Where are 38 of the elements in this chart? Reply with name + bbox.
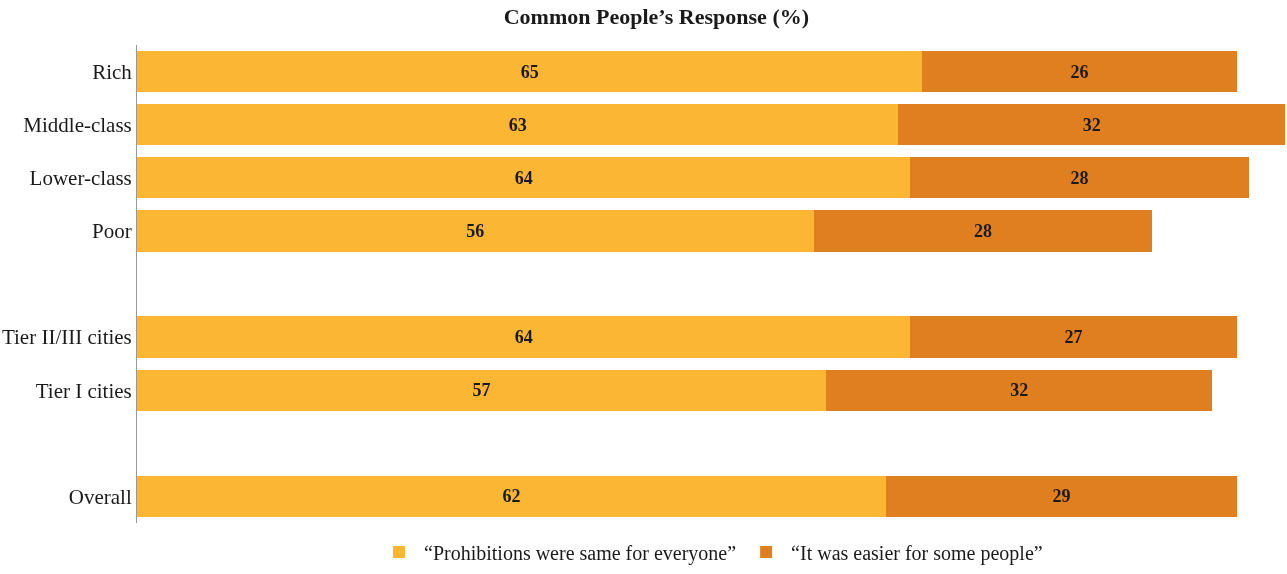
y-tick-label: Lower-class xyxy=(29,166,132,191)
bar xyxy=(137,103,899,146)
data-label: 57 xyxy=(472,380,491,401)
bar xyxy=(137,316,911,358)
data-label: 65 xyxy=(520,61,539,82)
data-label: 27 xyxy=(1064,327,1083,348)
bar xyxy=(898,103,1285,146)
legend-label: “It was easier for some people” xyxy=(791,541,1043,565)
bar xyxy=(825,369,1213,411)
data-label: 28 xyxy=(1070,167,1089,188)
bar xyxy=(137,210,814,252)
bar xyxy=(137,475,887,518)
bar xyxy=(922,50,1237,93)
bar xyxy=(813,210,1153,252)
data-label: 64 xyxy=(514,167,533,188)
data-label: 62 xyxy=(502,486,521,507)
y-tick-label: Tier I cities xyxy=(35,378,132,403)
data-label: 32 xyxy=(1082,114,1101,135)
data-label: 32 xyxy=(1010,380,1029,401)
data-label: 28 xyxy=(973,220,992,241)
data-label: 63 xyxy=(508,114,527,135)
y-tick-label: Tier II/III cities xyxy=(1,325,132,350)
bar xyxy=(137,157,911,199)
legend-label: “Prohibitions were same for everyone” xyxy=(424,541,737,565)
bar xyxy=(886,475,1237,518)
y-tick-label: Poor xyxy=(92,219,132,244)
data-label: 29 xyxy=(1052,486,1071,507)
chart-title: Common People’s Response (%) xyxy=(503,4,810,30)
y-tick-label: Overall xyxy=(68,484,132,509)
data-label: 56 xyxy=(466,220,485,241)
y-tick-label: Rich xyxy=(92,59,133,84)
data-label: 26 xyxy=(1070,61,1089,82)
data-label: 64 xyxy=(514,327,533,348)
y-tick-label: Middle-class xyxy=(23,113,132,138)
bar xyxy=(910,316,1237,358)
bar xyxy=(137,369,826,411)
bar xyxy=(137,50,923,93)
bar xyxy=(910,157,1249,199)
